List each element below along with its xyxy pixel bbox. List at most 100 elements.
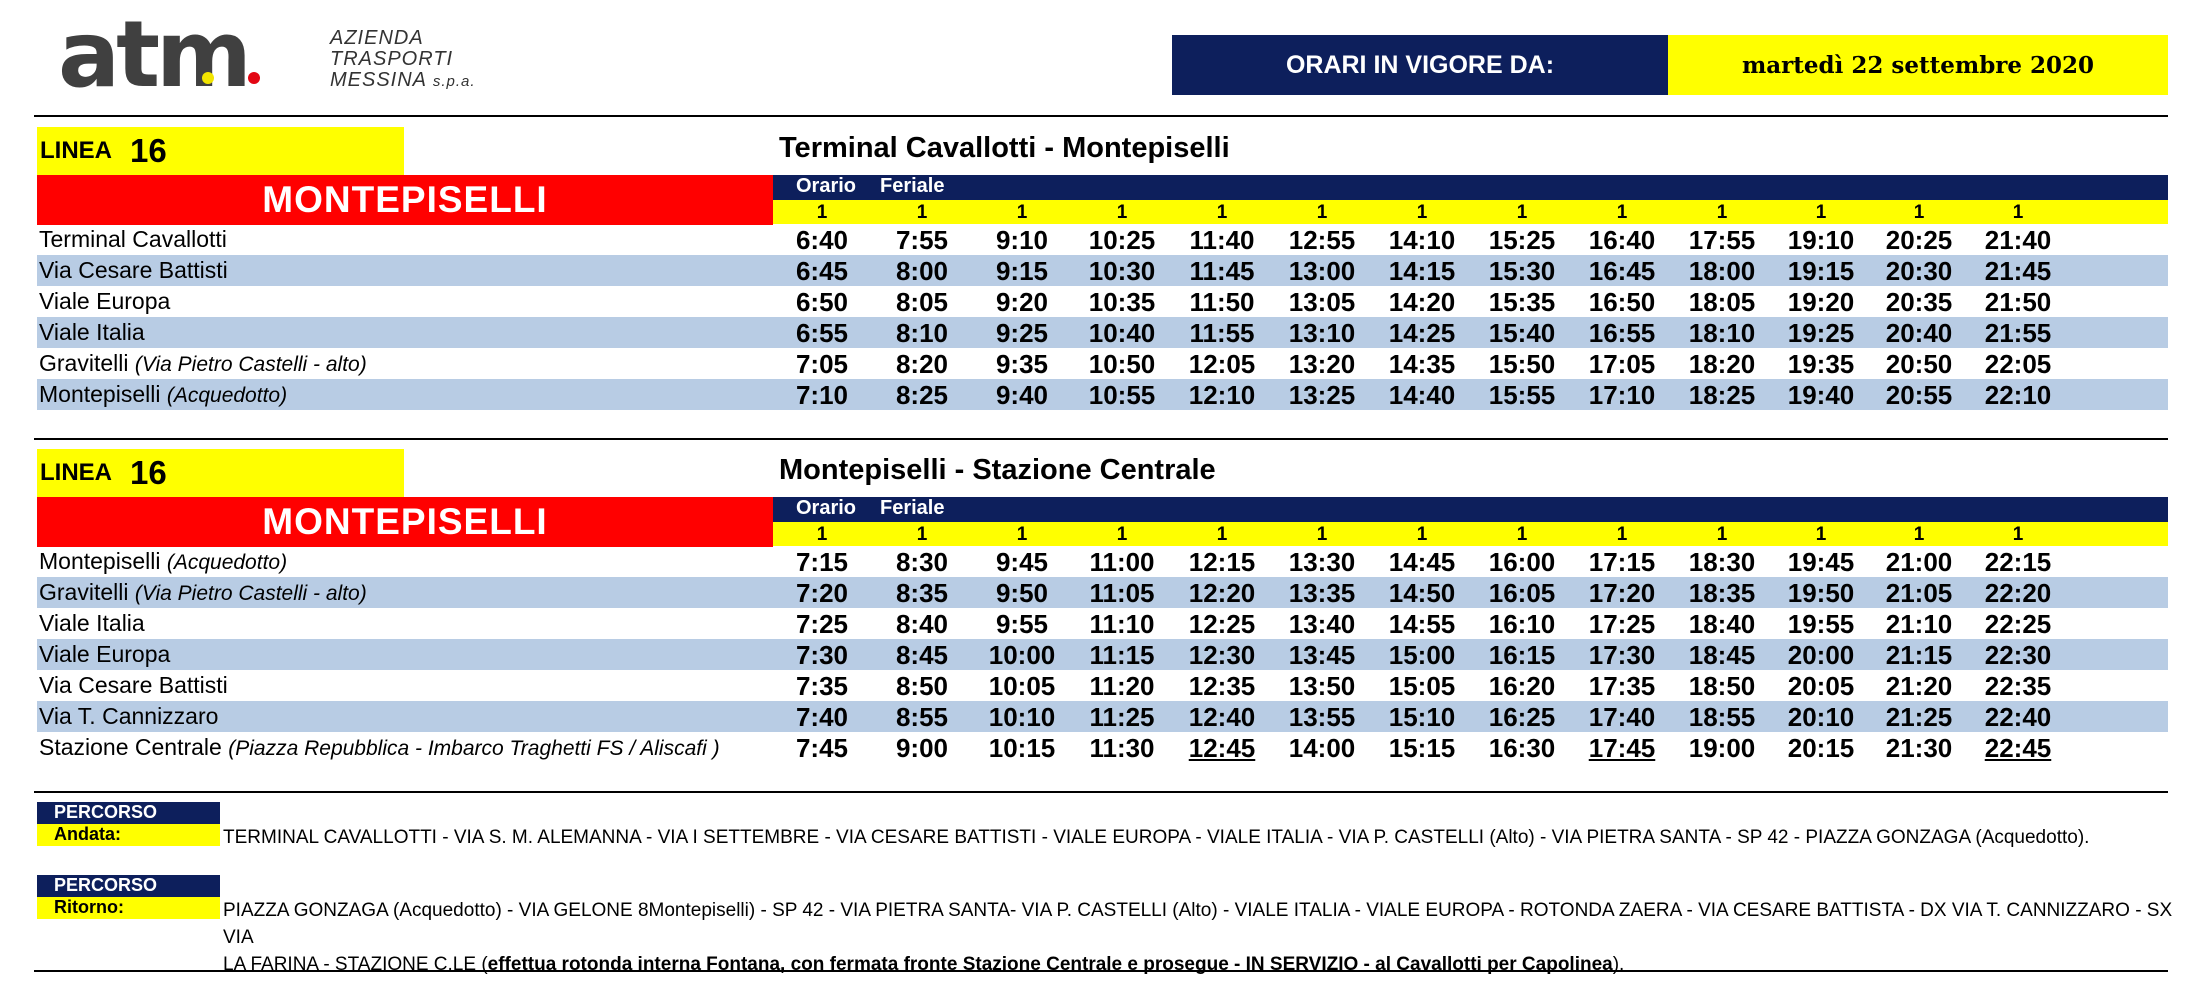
- departure-time: 9:35: [995, 349, 1049, 379]
- company-line-1: AZIENDA: [330, 27, 424, 49]
- departure-time: 13:55: [1288, 702, 1356, 732]
- table-row: Viale Italia 7:25 8:40 9:55 11:10 12:25 13:40 1…: [37, 608, 2168, 639]
- trip-note: 1: [916, 524, 928, 545]
- departure-time: 11:05: [1089, 578, 1155, 608]
- departure-time: 18:55: [1688, 702, 1756, 732]
- departure-time: 21:05: [1885, 578, 1953, 608]
- departure-time: 21:25: [1885, 702, 1953, 732]
- departure-time: 14:45: [1388, 547, 1456, 577]
- departure-time: 21:40: [1984, 225, 2052, 255]
- departure-time: 8:10: [895, 318, 949, 348]
- departure-time: 16:15: [1488, 640, 1556, 670]
- trip-note: 1: [916, 202, 928, 223]
- departure-time: 20:50: [1885, 349, 1953, 379]
- departure-time: 15:25: [1488, 225, 1556, 255]
- departure-time: 21:55: [1984, 318, 2052, 348]
- stop-main: Viale Europa: [39, 641, 171, 667]
- stop-main: Gravitelli: [39, 579, 129, 605]
- departure-time: 10:30: [1088, 256, 1156, 286]
- trip-note: 1: [816, 524, 828, 545]
- departure-time: 13:40: [1288, 609, 1356, 639]
- stop-main: Montepiselli: [39, 548, 161, 574]
- departure-time: 9:00: [895, 733, 949, 763]
- stop-main: Stazione Centrale: [39, 734, 222, 760]
- company-line-2: TRASPORTI: [330, 48, 454, 70]
- stop-name: Gravitelli (Via Pietro Castelli - alto): [39, 350, 367, 377]
- stop-name: Stazione Centrale (Piazza Repubblica - I…: [39, 734, 720, 761]
- stop-name: Montepiselli (Acquedotto): [39, 548, 287, 575]
- departure-time: 18:30: [1688, 547, 1756, 577]
- departure-time: 20:10: [1787, 702, 1855, 732]
- departure-time: 12:35: [1188, 671, 1256, 701]
- departure-time: 13:35: [1288, 578, 1356, 608]
- departure-time: 19:25: [1787, 318, 1855, 348]
- departure-time: 22:30: [1984, 640, 2052, 670]
- departure-time: 15:10: [1388, 702, 1456, 732]
- departure-time: 22:35: [1984, 671, 2052, 701]
- departure-time: 20:25: [1885, 225, 1953, 255]
- departure-time: 14:15: [1388, 256, 1456, 286]
- departure-time: 11:20: [1089, 671, 1155, 701]
- departure-time: 17:40: [1588, 702, 1656, 732]
- departure-time: 15:30: [1488, 256, 1556, 286]
- table-row: Viale Europa 7:30 8:45 10:00 11:15 12:30 13:45…: [37, 639, 2168, 670]
- linea-text: LINEA: [40, 459, 112, 486]
- departure-time: 19:45: [1787, 547, 1855, 577]
- table-row: Viale Europa 6:50 8:05 9:20 10:35 11:50 13:05 1…: [37, 286, 2168, 317]
- departure-time: 15:00: [1388, 640, 1456, 670]
- stop-name: Gravitelli (Via Pietro Castelli - alto): [39, 579, 367, 606]
- departure-time: 7:20: [795, 578, 849, 608]
- departure-time: 15:35: [1488, 287, 1556, 317]
- trip-note: 1: [1416, 524, 1428, 545]
- departure-time: 21:50: [1984, 287, 2052, 317]
- departure-time: 22:05: [1984, 349, 2052, 379]
- trip-note: 1: [1815, 202, 1827, 223]
- departure-time: 15:55: [1488, 380, 1556, 410]
- departure-time: 18:45: [1688, 640, 1756, 670]
- departure-time: 10:15: [988, 733, 1056, 763]
- stop-name: Montepiselli (Acquedotto): [39, 381, 287, 408]
- table-row: Gravitelli (Via Pietro Castelli - alto) 7…: [37, 348, 2168, 379]
- table-row: Stazione Centrale (Piazza Repubblica - I…: [37, 732, 2168, 763]
- departure-time: 20:00: [1787, 640, 1855, 670]
- trip-note: 1: [1216, 202, 1228, 223]
- divider: [34, 970, 2168, 972]
- trip-note: 1: [1216, 524, 1228, 545]
- orario-label: Orario: [796, 175, 857, 197]
- departure-time: 13:25: [1288, 380, 1356, 410]
- departure-time: 16:30: [1488, 733, 1556, 763]
- departure-time: 14:55: [1388, 609, 1456, 639]
- trip-note: 1: [1913, 202, 1925, 223]
- departure-time: 8:40: [895, 609, 949, 639]
- departure-time: 18:50: [1688, 671, 1756, 701]
- departure-time: 22:20: [1984, 578, 2052, 608]
- departure-time: 18:00: [1688, 256, 1756, 286]
- company-name: AZIENDA TRASPORTI MESSINA s.p.a.: [330, 28, 476, 92]
- departure-time: 20:05: [1787, 671, 1855, 701]
- schedule-type-bar: Orario Feriale: [773, 497, 2168, 522]
- route-title: Terminal Cavallotti - Montepiselli: [779, 132, 1230, 164]
- departure-time: 12:15: [1188, 547, 1256, 577]
- stop-detail: (Piazza Repubblica - Imbarco Traghetti F…: [228, 737, 720, 760]
- departure-time: 7:55: [895, 225, 949, 255]
- departure-time: 9:50: [995, 578, 1049, 608]
- trip-note: 1: [1016, 524, 1028, 545]
- percorso-ritorno-text: PIAZZA GONZAGA (Acquedotto) - VIA GELONE…: [223, 897, 2200, 978]
- stop-name: Viale Europa: [39, 641, 170, 668]
- percorso-andata-label: Andata:: [37, 824, 220, 846]
- divider: [34, 115, 2168, 117]
- departure-time: 17:30: [1588, 640, 1656, 670]
- departure-time: 9:15: [995, 256, 1049, 286]
- departure-time: 8:45: [895, 640, 949, 670]
- divider: [34, 791, 2168, 793]
- departure-time: 13:45: [1288, 640, 1356, 670]
- departure-time: 20:30: [1885, 256, 1953, 286]
- departure-time: 19:15: [1787, 256, 1855, 286]
- departure-time: 18:40: [1688, 609, 1756, 639]
- trip-note: 1: [1016, 202, 1028, 223]
- stop-name: Via Cesare Battisti: [39, 257, 228, 284]
- departure-time: 7:40: [795, 702, 849, 732]
- departure-time: 10:40: [1088, 318, 1156, 348]
- departure-time: 19:20: [1787, 287, 1855, 317]
- trip-note: 1: [2012, 202, 2024, 223]
